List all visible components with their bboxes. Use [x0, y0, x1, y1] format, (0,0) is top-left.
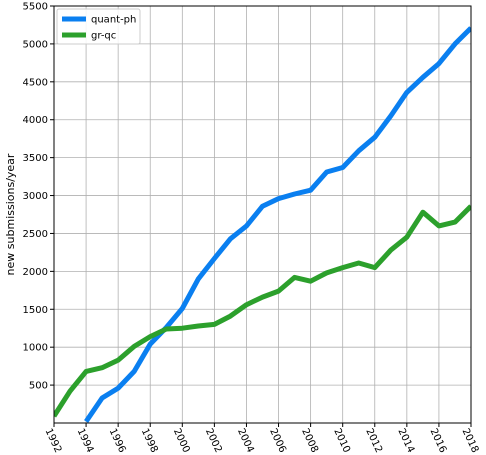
- y-tick-label: 2500: [23, 229, 48, 240]
- plot-frame: [53, 5, 472, 424]
- y-tick-label: 3500: [23, 153, 48, 164]
- x-tick-label: 2012: [363, 427, 384, 455]
- y-axis-ticks: 500 1000 1500 2000 2500 3000 3500 4000 4500 5000 5…: [23, 2, 54, 392]
- x-tick-label: 2008: [299, 427, 320, 455]
- y-tick-label: 5500: [23, 2, 48, 13]
- x-tick-label: 1992: [43, 427, 64, 455]
- series-lines: [54, 26, 471, 423]
- x-axis-ticks: 1992 1994 1996 1998 2000 2002 2004 2006 2008 2010…: [43, 423, 481, 455]
- y-tick-label: 4000: [23, 115, 48, 126]
- y-tick-label: 4500: [23, 77, 48, 88]
- x-tick-label: 1998: [139, 427, 160, 455]
- x-tick-label: 1994: [75, 427, 96, 455]
- y-tick-label: 5000: [23, 39, 48, 50]
- x-tick-label: 2002: [203, 427, 224, 455]
- y-tick-label: 500: [29, 381, 48, 392]
- legend-label-gr-qc: gr-qc: [91, 31, 116, 42]
- x-tick-label: 2018: [460, 427, 481, 455]
- x-tick-label: 1996: [107, 427, 128, 455]
- x-tick-label: 2010: [331, 427, 352, 455]
- x-tick-label: 2000: [171, 427, 192, 455]
- x-tick-label: 2016: [427, 427, 448, 455]
- x-tick-label: 2006: [267, 427, 288, 455]
- y-axis-label: new submissions/year: [4, 153, 17, 275]
- x-tick-label: 2014: [395, 427, 416, 455]
- series-line-quant-ph: [84, 26, 471, 423]
- y-tick-label: 2000: [23, 267, 48, 278]
- x-tick-label: 2004: [235, 427, 256, 455]
- y-tick-label: 1000: [23, 343, 48, 354]
- series-line-gr-qc: [54, 204, 471, 418]
- y-tick-label: 1500: [23, 305, 48, 316]
- y-tick-label: 3000: [23, 191, 48, 202]
- legend: quant-ph gr-qc: [56, 8, 141, 45]
- legend-label-quant-ph: quant-ph: [91, 15, 136, 26]
